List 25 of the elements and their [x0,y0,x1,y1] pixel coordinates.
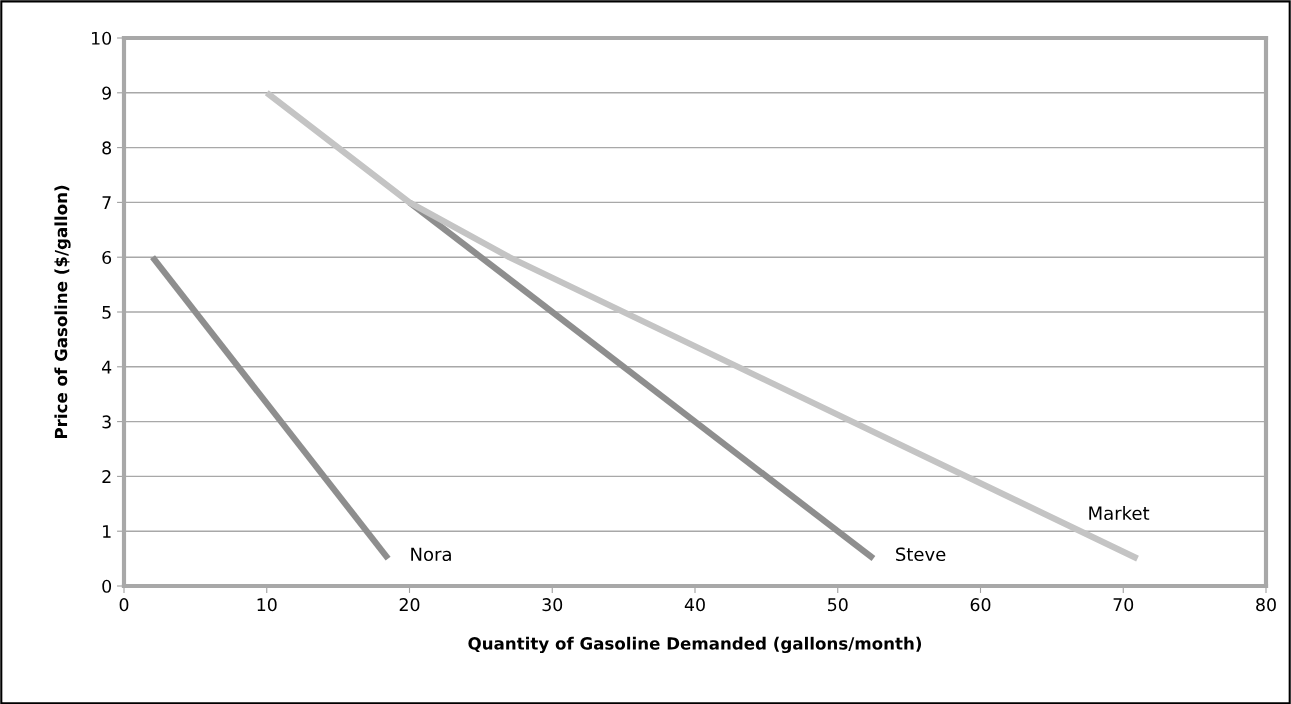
y-tick-label: 8 [102,141,112,155]
y-axis-title: Price of Gasoline ($/gallon) [54,185,71,439]
x-tick-label: 20 [399,598,420,612]
x-axis-title: Quantity of Gasoline Demanded (gallons/month) [468,636,922,654]
x-tick-label: 60 [970,598,991,612]
y-tick-label: 7 [102,196,111,209]
series-label: Market [1089,506,1150,520]
y-tick-label: 10 [92,31,112,45]
y-tick-label: 2 [102,470,111,483]
y-tick-label: 4 [102,360,112,374]
x-tick-label: 70 [1113,598,1134,612]
series-label: Nora [411,547,451,562]
y-tick-label: 3 [102,415,111,429]
series-label: Steve [896,547,946,562]
y-tick-label: 9 [102,86,111,100]
y-tick-label: 6 [102,250,112,265]
x-tick-label: 40 [684,598,705,612]
x-tick-label: 30 [542,598,563,612]
y-tick-label: 5 [102,305,111,319]
x-tick-label: 10 [257,598,277,612]
y-tick-label: 0 [102,579,112,593]
x-tick-label: 80 [1256,598,1276,612]
y-tick-label: 1 [103,525,111,538]
x-tick-label: 0 [119,598,129,612]
x-tick-label: 50 [828,598,848,612]
